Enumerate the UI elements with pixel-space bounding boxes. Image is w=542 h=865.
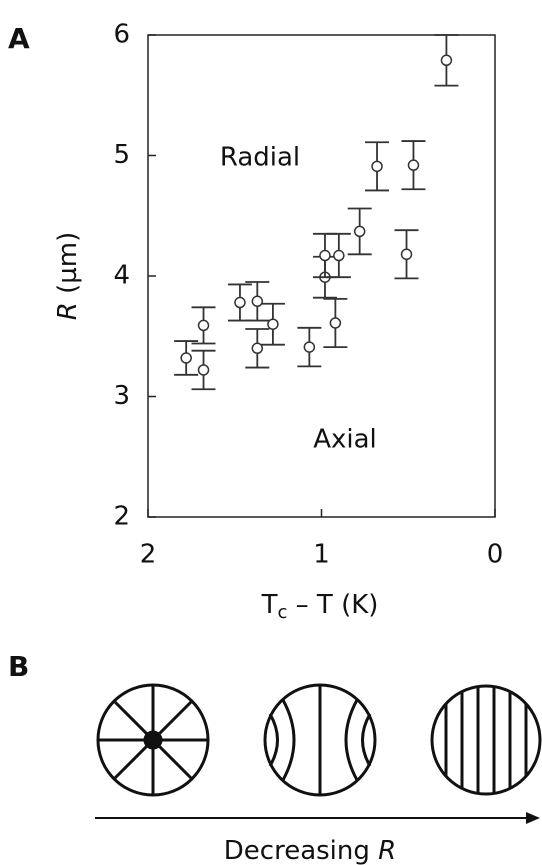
x-label-main: T xyxy=(261,590,278,620)
data-point xyxy=(440,54,453,67)
y-axis-label: R (µm) xyxy=(53,232,83,321)
x-label-rest: – T (K) xyxy=(287,590,378,620)
x-tick-label: 2 xyxy=(140,540,157,570)
annotation: Radial xyxy=(220,143,300,173)
annotation: Axial xyxy=(313,425,377,455)
data-point xyxy=(400,248,413,261)
data-point xyxy=(371,160,383,173)
y-tick-label: 2 xyxy=(113,502,130,532)
y-tick-label: 5 xyxy=(113,140,130,170)
data-point xyxy=(333,249,345,262)
diagram-caption: Decreasing R xyxy=(224,836,396,865)
x-axis-label: Tc – T (K) xyxy=(261,590,379,624)
data-point xyxy=(251,342,264,355)
data-point xyxy=(197,319,210,332)
data-point xyxy=(329,317,342,329)
x-tick-label: 1 xyxy=(313,540,330,570)
data-point xyxy=(251,295,264,308)
caption-text: Decreasing xyxy=(224,836,378,865)
y-label-symbol: R xyxy=(53,302,83,320)
y-label-rest: (µm) xyxy=(53,232,83,302)
x-label-sub: c xyxy=(277,602,287,623)
data-point xyxy=(180,352,192,364)
data-point xyxy=(353,225,366,238)
data-point xyxy=(234,296,246,309)
panel-label: B xyxy=(8,650,29,683)
panel-label: A xyxy=(8,22,30,55)
y-tick-label: 3 xyxy=(113,381,130,411)
axial-droplet xyxy=(430,684,542,796)
data-point xyxy=(407,159,420,171)
data-point xyxy=(197,364,210,376)
data-point xyxy=(267,318,279,330)
y-tick-label: 4 xyxy=(113,261,130,291)
x-tick-label: 0 xyxy=(487,540,504,570)
data-point xyxy=(303,341,316,353)
data-point xyxy=(319,249,331,262)
arrow-head xyxy=(526,812,540,824)
director-diagrams xyxy=(96,683,542,797)
caption-symbol: R xyxy=(378,836,396,865)
y-tick-label: 6 xyxy=(113,20,130,50)
